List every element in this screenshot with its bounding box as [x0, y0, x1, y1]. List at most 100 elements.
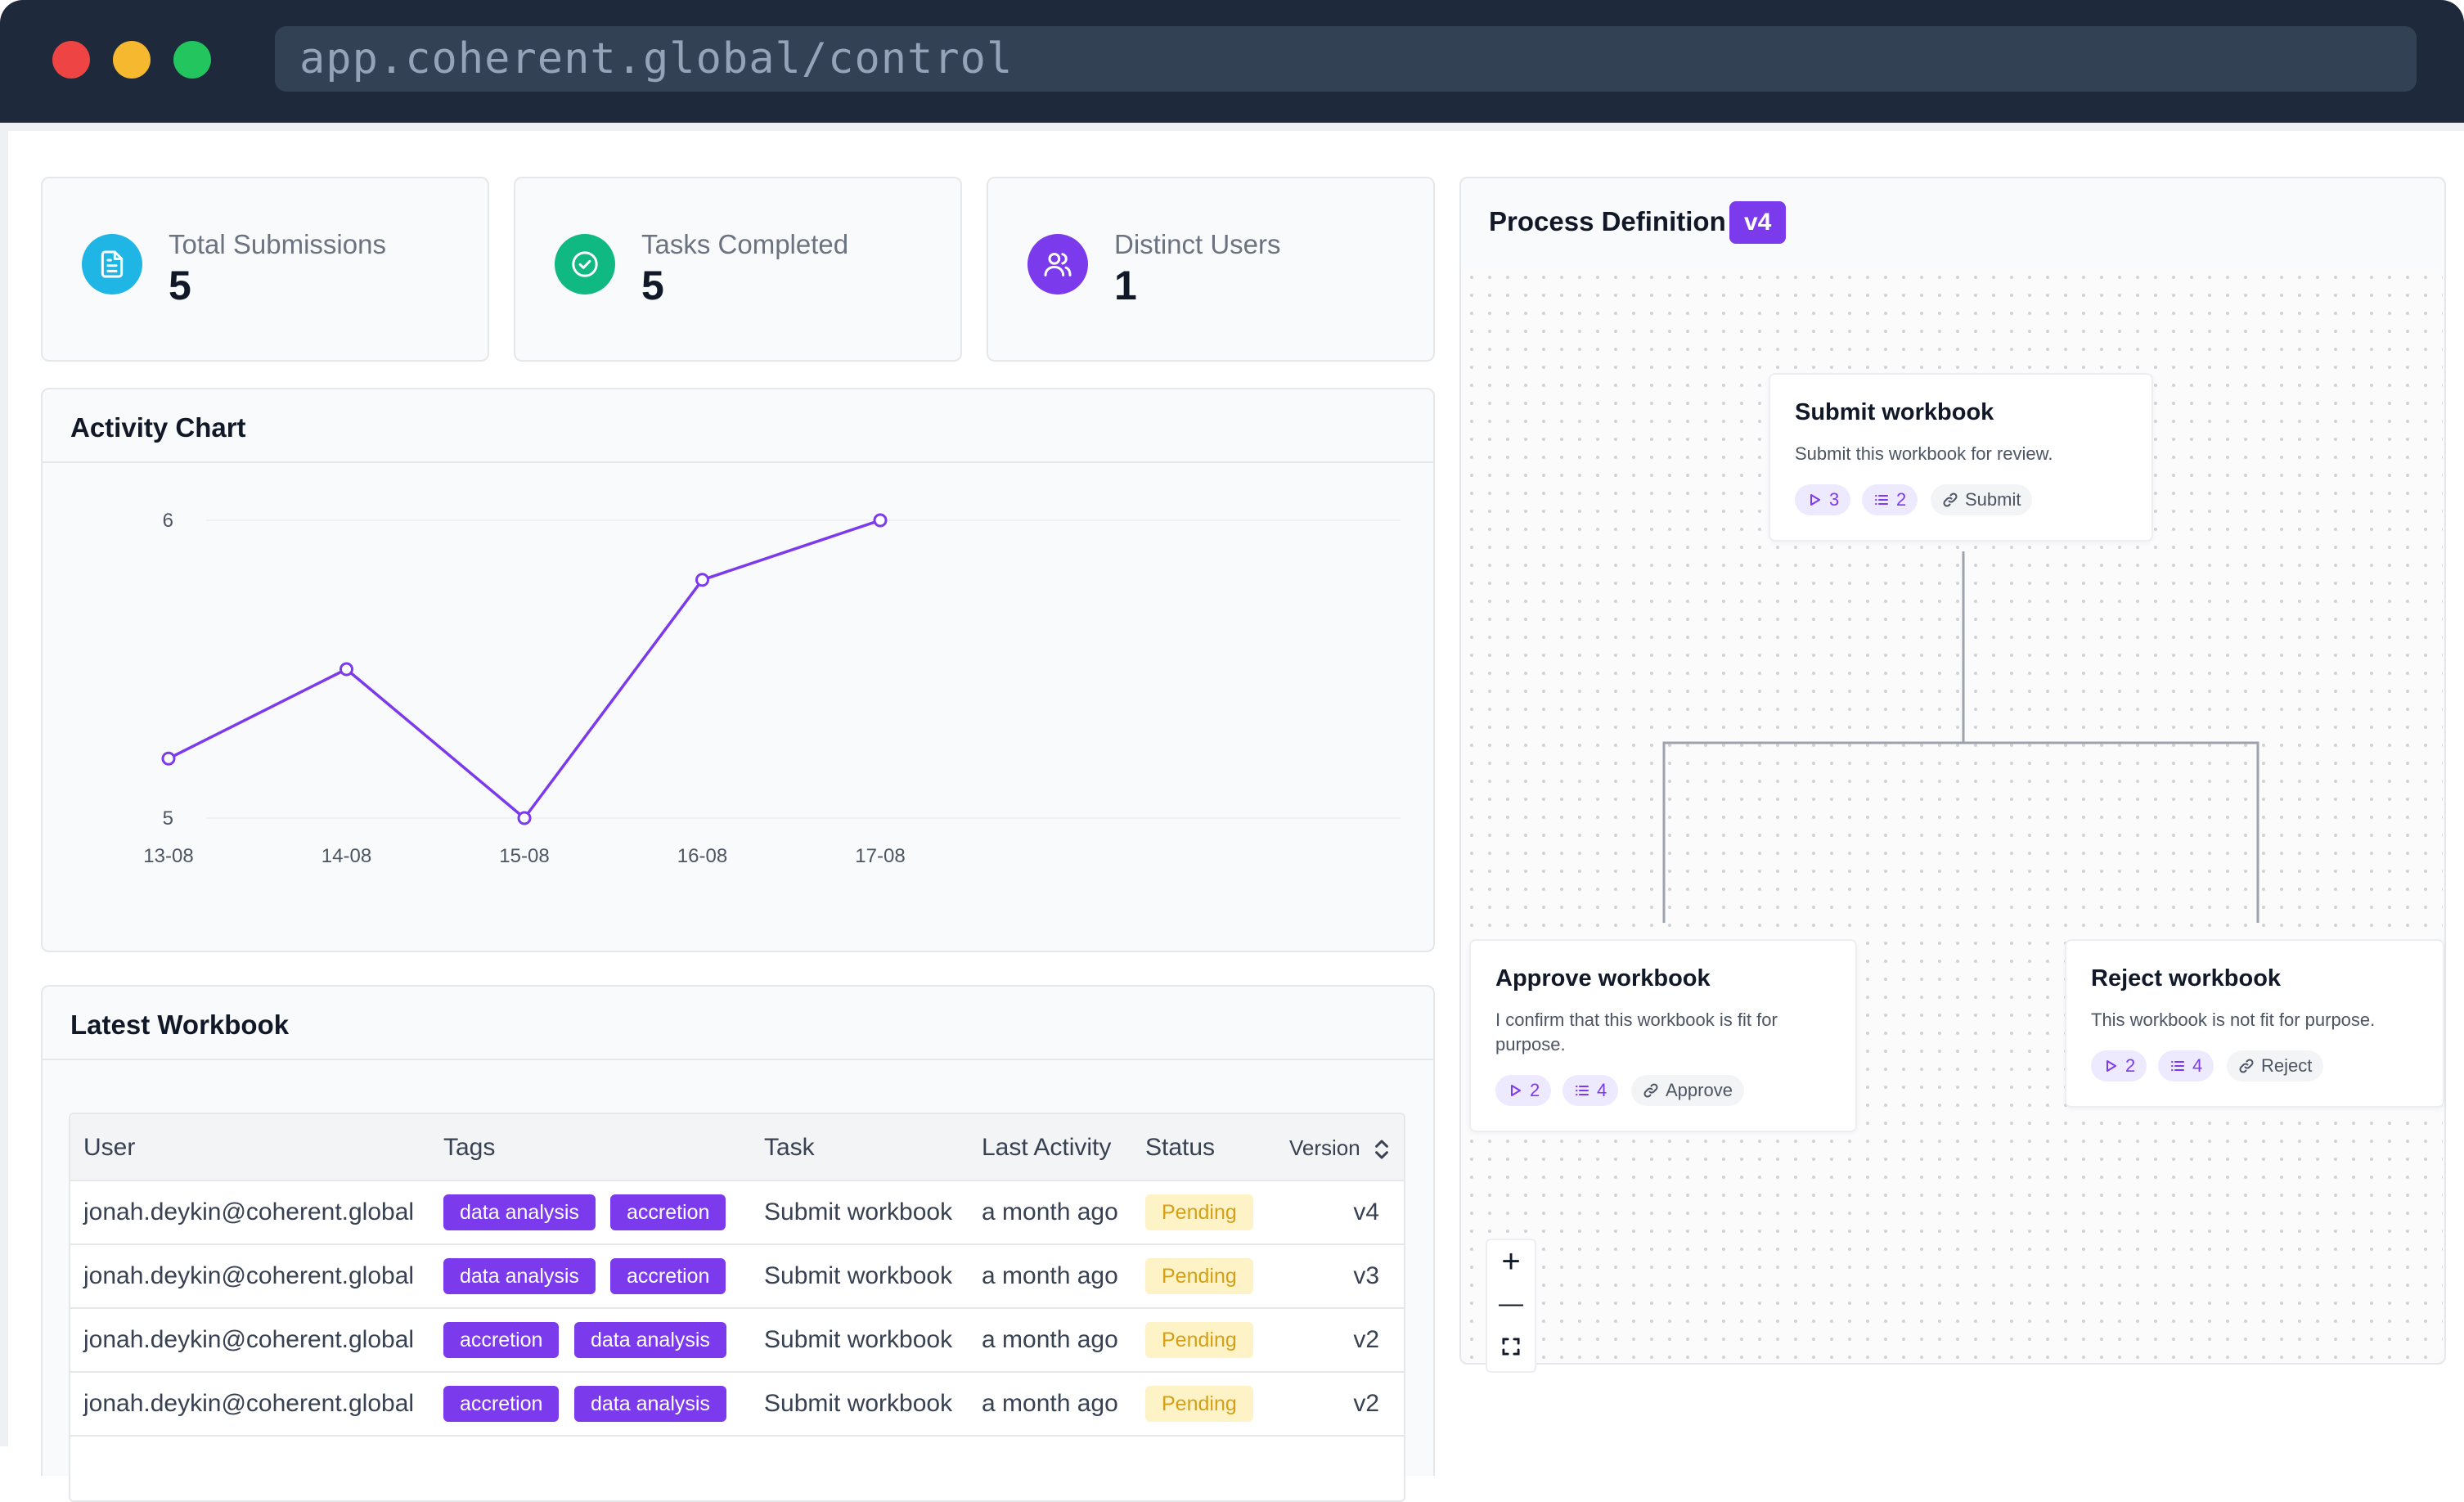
cell-last-activity: a month ago	[982, 1198, 1118, 1225]
fit-view-icon	[1502, 1338, 1520, 1356]
action-label: Submit	[1965, 489, 2021, 510]
tag-badge[interactable]: data analysis	[574, 1322, 726, 1358]
play-icon	[2107, 1060, 2116, 1072]
address-bar[interactable]: app.coherent.global/control	[275, 26, 2417, 92]
table-row[interactable]: jonah.deykin@coherent.global data analys…	[70, 1245, 1404, 1309]
cell-task: Submit workbook	[764, 1326, 953, 1353]
workbook-table: User Tags Task Last Activity Status Vers…	[69, 1113, 1405, 1502]
column-header-version[interactable]: Version	[1289, 1135, 1391, 1162]
close-window-button[interactable]	[52, 41, 90, 79]
x-tick-label: 14-08	[321, 845, 371, 867]
card-divider	[43, 1059, 1433, 1060]
cell-task: Submit workbook	[764, 1390, 953, 1417]
table-row[interactable]: jonah.deykin@coherent.global accretion d…	[70, 1373, 1404, 1437]
fields-chip[interactable]: 2	[1862, 484, 1918, 515]
stat-value: 5	[169, 263, 191, 308]
cell-last-activity: a month ago	[982, 1390, 1118, 1417]
link-icon	[1643, 1083, 1658, 1098]
cell-version: v2	[1353, 1326, 1379, 1353]
x-tick-label: 17-08	[855, 845, 905, 867]
column-header-task[interactable]: Task	[764, 1134, 815, 1161]
column-header-last-activity[interactable]: Last Activity	[982, 1134, 1112, 1161]
document-icon	[82, 234, 142, 295]
zoom-controls: + —	[1486, 1239, 1536, 1373]
flow-connectors	[1662, 551, 2259, 923]
runs-count: 2	[1530, 1080, 1540, 1100]
tag-badge[interactable]: accretion	[610, 1258, 726, 1294]
y-tick-label: 6	[163, 510, 173, 532]
cell-version: v2	[1353, 1390, 1379, 1417]
app-side-border	[0, 131, 8, 1446]
runs-chip[interactable]: 3	[1795, 484, 1851, 515]
activity-line-chart: 5 6 13-08 14-08 15-08 16-08 17-08	[143, 510, 1401, 867]
fields-count: 2	[1896, 489, 1907, 510]
zoom-out-button[interactable]: —	[1499, 1290, 1523, 1317]
status-badge: Pending	[1145, 1322, 1253, 1358]
tag-badge[interactable]: data analysis	[443, 1258, 596, 1294]
check-circle-icon	[555, 234, 615, 295]
sort-icon[interactable]	[1373, 1137, 1391, 1162]
action-chip[interactable]: Reject	[2227, 1050, 2324, 1082]
fields-chip[interactable]: 4	[2158, 1050, 2214, 1082]
fields-count: 4	[1597, 1080, 1607, 1100]
process-definition-card: Process Definition v4 Submit workbook Su…	[1459, 177, 2446, 1373]
activity-chart-title: Activity Chart	[70, 412, 246, 443]
column-header-user[interactable]: User	[83, 1134, 136, 1161]
action-label: Approve	[1666, 1080, 1733, 1100]
table-row[interactable]: jonah.deykin@coherent.global data analys…	[70, 1181, 1404, 1245]
activity-chart-card: Activity Chart 5 6 13-08 14-08 15-08 16-08 17-…	[41, 388, 1435, 952]
tag-badge[interactable]: data analysis	[443, 1194, 596, 1230]
process-canvas[interactable]: Submit workbook Submit this workbook for…	[1463, 268, 2444, 1373]
link-icon	[2239, 1059, 2254, 1073]
process-node-reject[interactable]: Reject workbook This workbook is not fit…	[2065, 939, 2444, 1108]
y-tick-label: 5	[163, 807, 173, 830]
data-point	[695, 573, 709, 587]
tag-badge[interactable]: accretion	[443, 1386, 560, 1422]
stat-label: Distinct Users	[1114, 229, 1281, 259]
stat-card-distinct-users: Distinct Users 1	[987, 177, 1435, 362]
column-header-tags[interactable]: Tags	[443, 1134, 496, 1161]
node-description: Submit this workbook for review.	[1795, 443, 2053, 464]
cell-task: Submit workbook	[764, 1262, 953, 1289]
data-point	[517, 811, 532, 825]
stat-value: 5	[641, 263, 664, 308]
status-badge: Pending	[1145, 1194, 1253, 1230]
action-chip[interactable]: Submit	[1931, 484, 2033, 515]
fit-view-button[interactable]	[1487, 1325, 1535, 1368]
latest-workbook-card: Latest Workbook User Tags Task Last Acti…	[41, 985, 1435, 1502]
process-node-approve[interactable]: Approve workbook I confirm that this wor…	[1469, 939, 1857, 1132]
stat-value: 1	[1114, 263, 1137, 308]
x-tick-label: 13-08	[143, 845, 193, 867]
process-node-submit[interactable]: Submit workbook Submit this workbook for…	[1769, 373, 2153, 542]
node-description: This workbook is not fit for purpose.	[2091, 1010, 2376, 1030]
play-icon	[1810, 494, 1820, 506]
data-point	[339, 662, 353, 677]
column-header-status[interactable]: Status	[1145, 1134, 1216, 1161]
fields-chip[interactable]: 4	[1562, 1075, 1619, 1106]
stat-label: Tasks Completed	[641, 229, 849, 259]
data-point	[161, 751, 176, 766]
status-badge: Pending	[1145, 1258, 1253, 1294]
maximize-window-button[interactable]	[173, 41, 211, 79]
cell-last-activity: a month ago	[982, 1262, 1118, 1289]
action-chip[interactable]: Approve	[1631, 1075, 1744, 1106]
tag-badge[interactable]: data analysis	[574, 1386, 726, 1422]
minimize-window-button[interactable]	[113, 41, 151, 79]
table-row[interactable]: jonah.deykin@coherent.global accretion d…	[70, 1309, 1404, 1373]
runs-chip[interactable]: 2	[1495, 1075, 1552, 1106]
x-tick-label: 15-08	[499, 845, 549, 867]
node-title: Submit workbook	[1795, 399, 1994, 425]
node-title: Reject workbook	[2091, 965, 2282, 992]
runs-count: 3	[1829, 489, 1840, 510]
series-line	[168, 519, 881, 820]
node-description: I confirm that this workbook is fit for …	[1495, 1008, 1778, 1057]
link-icon	[1943, 492, 1958, 507]
play-icon	[1511, 1085, 1521, 1096]
node-description-line: I confirm that this workbook is fit for	[1495, 1010, 1778, 1030]
tag-badge[interactable]: accretion	[443, 1322, 560, 1358]
zoom-in-button[interactable]: +	[1501, 1243, 1521, 1279]
app-content: Total Submissions 5 Tasks Completed 5 Di…	[0, 123, 2464, 1502]
runs-chip[interactable]: 2	[2091, 1050, 2147, 1082]
tag-badge[interactable]: accretion	[610, 1194, 726, 1230]
cell-user: jonah.deykin@coherent.global	[83, 1262, 415, 1289]
